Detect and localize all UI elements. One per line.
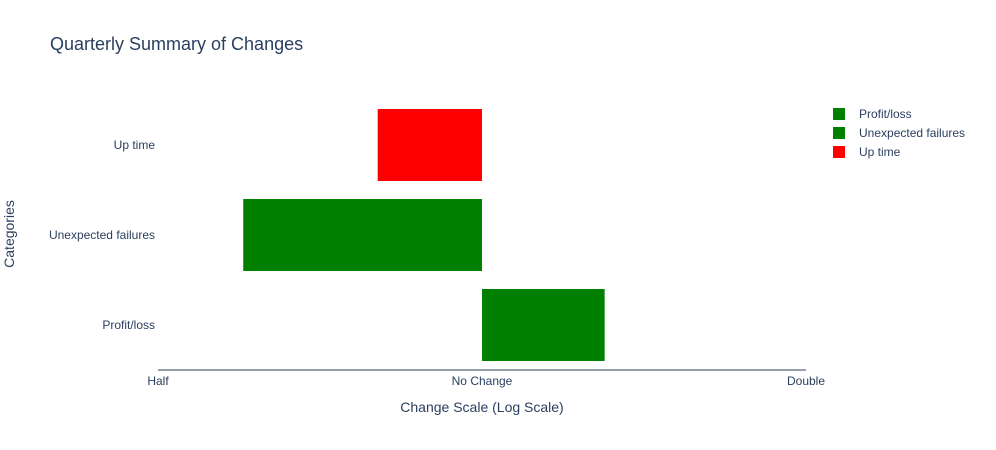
legend-swatch: [833, 108, 845, 120]
x-tick-label: No Change: [452, 374, 513, 388]
y-tick-labels: Profit/loss Unexpected failures Up time: [49, 138, 155, 332]
legend-swatch: [833, 146, 845, 158]
y-tick-label: Up time: [114, 138, 156, 152]
x-tick-label: Double: [787, 374, 825, 388]
x-axis-title: Change Scale (Log Scale): [400, 399, 563, 415]
legend-item[interactable]: Unexpected failures: [833, 126, 965, 140]
y-axis-title: Categories: [1, 200, 17, 268]
bars-group: [243, 109, 605, 361]
legend-label: Up time: [859, 145, 901, 159]
bar-profit-loss: [482, 289, 605, 361]
bar-up-time: [377, 109, 482, 181]
legend-swatch: [833, 127, 845, 139]
legend-label: Unexpected failures: [859, 126, 965, 140]
y-tick-label: Unexpected failures: [49, 228, 155, 242]
y-tick-label: Profit/loss: [102, 318, 155, 332]
x-tick-labels: Half No Change Double: [147, 374, 825, 388]
legend-item[interactable]: Profit/loss: [833, 107, 912, 121]
x-tick-label: Half: [147, 374, 169, 388]
chart-title: Quarterly Summary of Changes: [50, 34, 303, 54]
legend-label: Profit/loss: [859, 107, 912, 121]
legend-item[interactable]: Up time: [833, 145, 901, 159]
bar-unexpected-failures: [243, 199, 482, 271]
plot-area: Half No Change Double Profit/loss Unexpecte…: [49, 109, 825, 388]
legend: Profit/loss Unexpected failures Up time: [833, 107, 965, 159]
